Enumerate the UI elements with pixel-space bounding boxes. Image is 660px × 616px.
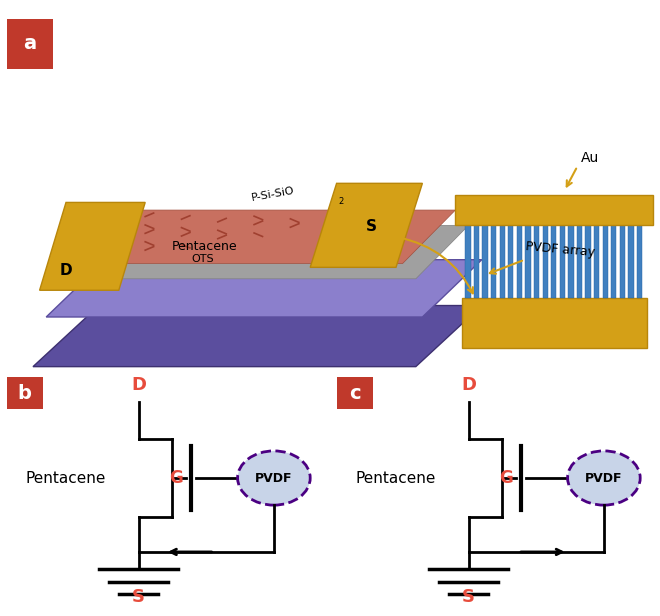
Polygon shape <box>46 260 482 317</box>
Bar <box>585 222 591 298</box>
Text: D: D <box>59 263 72 278</box>
Polygon shape <box>59 225 469 279</box>
Text: Pentacene: Pentacene <box>172 240 237 253</box>
Text: P-Si-SiO: P-Si-SiO <box>251 185 296 203</box>
Bar <box>455 195 653 225</box>
Text: PVDF array: PVDF array <box>525 240 595 259</box>
Circle shape <box>238 451 310 505</box>
Text: Au: Au <box>581 152 599 165</box>
Bar <box>517 222 522 298</box>
Text: Pentacene: Pentacene <box>26 471 106 485</box>
Bar <box>525 222 531 298</box>
Bar <box>628 222 634 298</box>
Text: PVDF: PVDF <box>255 471 292 485</box>
Bar <box>551 222 556 298</box>
Text: G: G <box>500 469 513 487</box>
Text: D: D <box>131 376 146 394</box>
Text: G: G <box>170 469 183 487</box>
Bar <box>474 222 479 298</box>
Bar <box>603 222 608 298</box>
Bar <box>465 222 471 298</box>
Bar <box>500 222 505 298</box>
FancyBboxPatch shape <box>7 377 43 409</box>
Text: D: D <box>461 376 476 394</box>
Polygon shape <box>33 306 482 367</box>
Polygon shape <box>462 298 647 347</box>
Text: OTS: OTS <box>191 254 214 264</box>
FancyBboxPatch shape <box>337 377 373 409</box>
Bar <box>594 222 599 298</box>
Bar <box>482 222 488 298</box>
Bar <box>491 222 496 298</box>
Bar <box>543 222 548 298</box>
Bar <box>637 222 642 298</box>
Text: c: c <box>349 384 360 402</box>
Polygon shape <box>310 184 422 267</box>
Bar <box>508 222 513 298</box>
Text: S: S <box>462 588 475 606</box>
Bar <box>611 222 616 298</box>
Text: 2: 2 <box>339 197 344 206</box>
Bar <box>568 222 574 298</box>
Bar <box>620 222 625 298</box>
Text: S: S <box>132 588 145 606</box>
Text: S: S <box>366 219 378 234</box>
Text: Pentacene: Pentacene <box>356 471 436 485</box>
Text: a: a <box>23 34 36 54</box>
Polygon shape <box>40 203 145 290</box>
Text: b: b <box>18 384 32 402</box>
FancyBboxPatch shape <box>7 19 53 69</box>
Circle shape <box>568 451 640 505</box>
Text: PVDF: PVDF <box>585 471 622 485</box>
Bar <box>560 222 565 298</box>
Bar <box>577 222 582 298</box>
Bar <box>534 222 539 298</box>
Polygon shape <box>66 210 455 264</box>
